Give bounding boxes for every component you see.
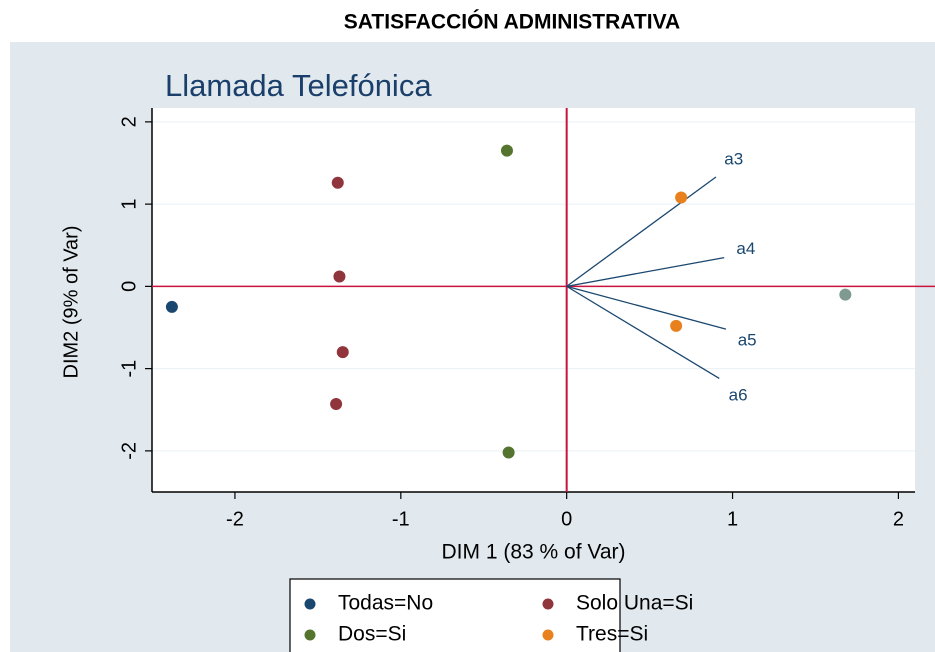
- x-tick-label: -1: [392, 508, 410, 530]
- header: SATISFACCIÓN ADMINISTRATIVA: [344, 10, 680, 34]
- point: [670, 319, 683, 332]
- loading-vector: [566, 285, 727, 330]
- x-tick-label: 1: [727, 508, 738, 530]
- y-tick-label: 1: [118, 199, 140, 210]
- point: [839, 288, 852, 301]
- legend-label: Solo Una=Si: [576, 592, 693, 615]
- chart-title: Llamada Telefónica: [165, 68, 432, 103]
- y-tick-label: -1: [118, 360, 140, 378]
- y-axis-label: DIM2 (9% of Var): [60, 226, 82, 379]
- y-tick-label: 2: [118, 116, 140, 127]
- legend-marker: [304, 629, 316, 641]
- point: [331, 176, 344, 189]
- point: [500, 144, 513, 157]
- loading-label: a6: [729, 385, 748, 404]
- point: [675, 191, 688, 204]
- loading-vector: [566, 176, 717, 287]
- x-tick-label: -2: [226, 508, 244, 530]
- x-axis-label: DIM 1 (83 % of Var): [442, 541, 626, 564]
- loading-vector: [566, 256, 725, 288]
- legend-marker: [304, 598, 316, 610]
- point: [336, 346, 349, 359]
- legend: [289, 578, 621, 652]
- y-tick-label: 0: [118, 281, 140, 292]
- legend-label: Todas=No: [338, 592, 433, 615]
- loading-vector: [566, 285, 720, 380]
- legend-label: Tres=Si: [576, 623, 648, 646]
- x-tick-label: 2: [893, 508, 904, 530]
- legend-label: Dos=Si: [338, 623, 406, 646]
- legend-marker: [542, 598, 554, 610]
- point: [165, 300, 178, 313]
- x-tick-label: 0: [561, 508, 572, 530]
- plot-region: [152, 108, 915, 492]
- loading-label: a5: [738, 330, 757, 349]
- loading-label: a4: [736, 239, 755, 258]
- y-tick-label: -2: [118, 442, 140, 460]
- loading-label: a3: [724, 149, 743, 168]
- point: [502, 446, 515, 459]
- legend-marker: [542, 629, 554, 641]
- point: [330, 397, 343, 410]
- point: [333, 270, 346, 283]
